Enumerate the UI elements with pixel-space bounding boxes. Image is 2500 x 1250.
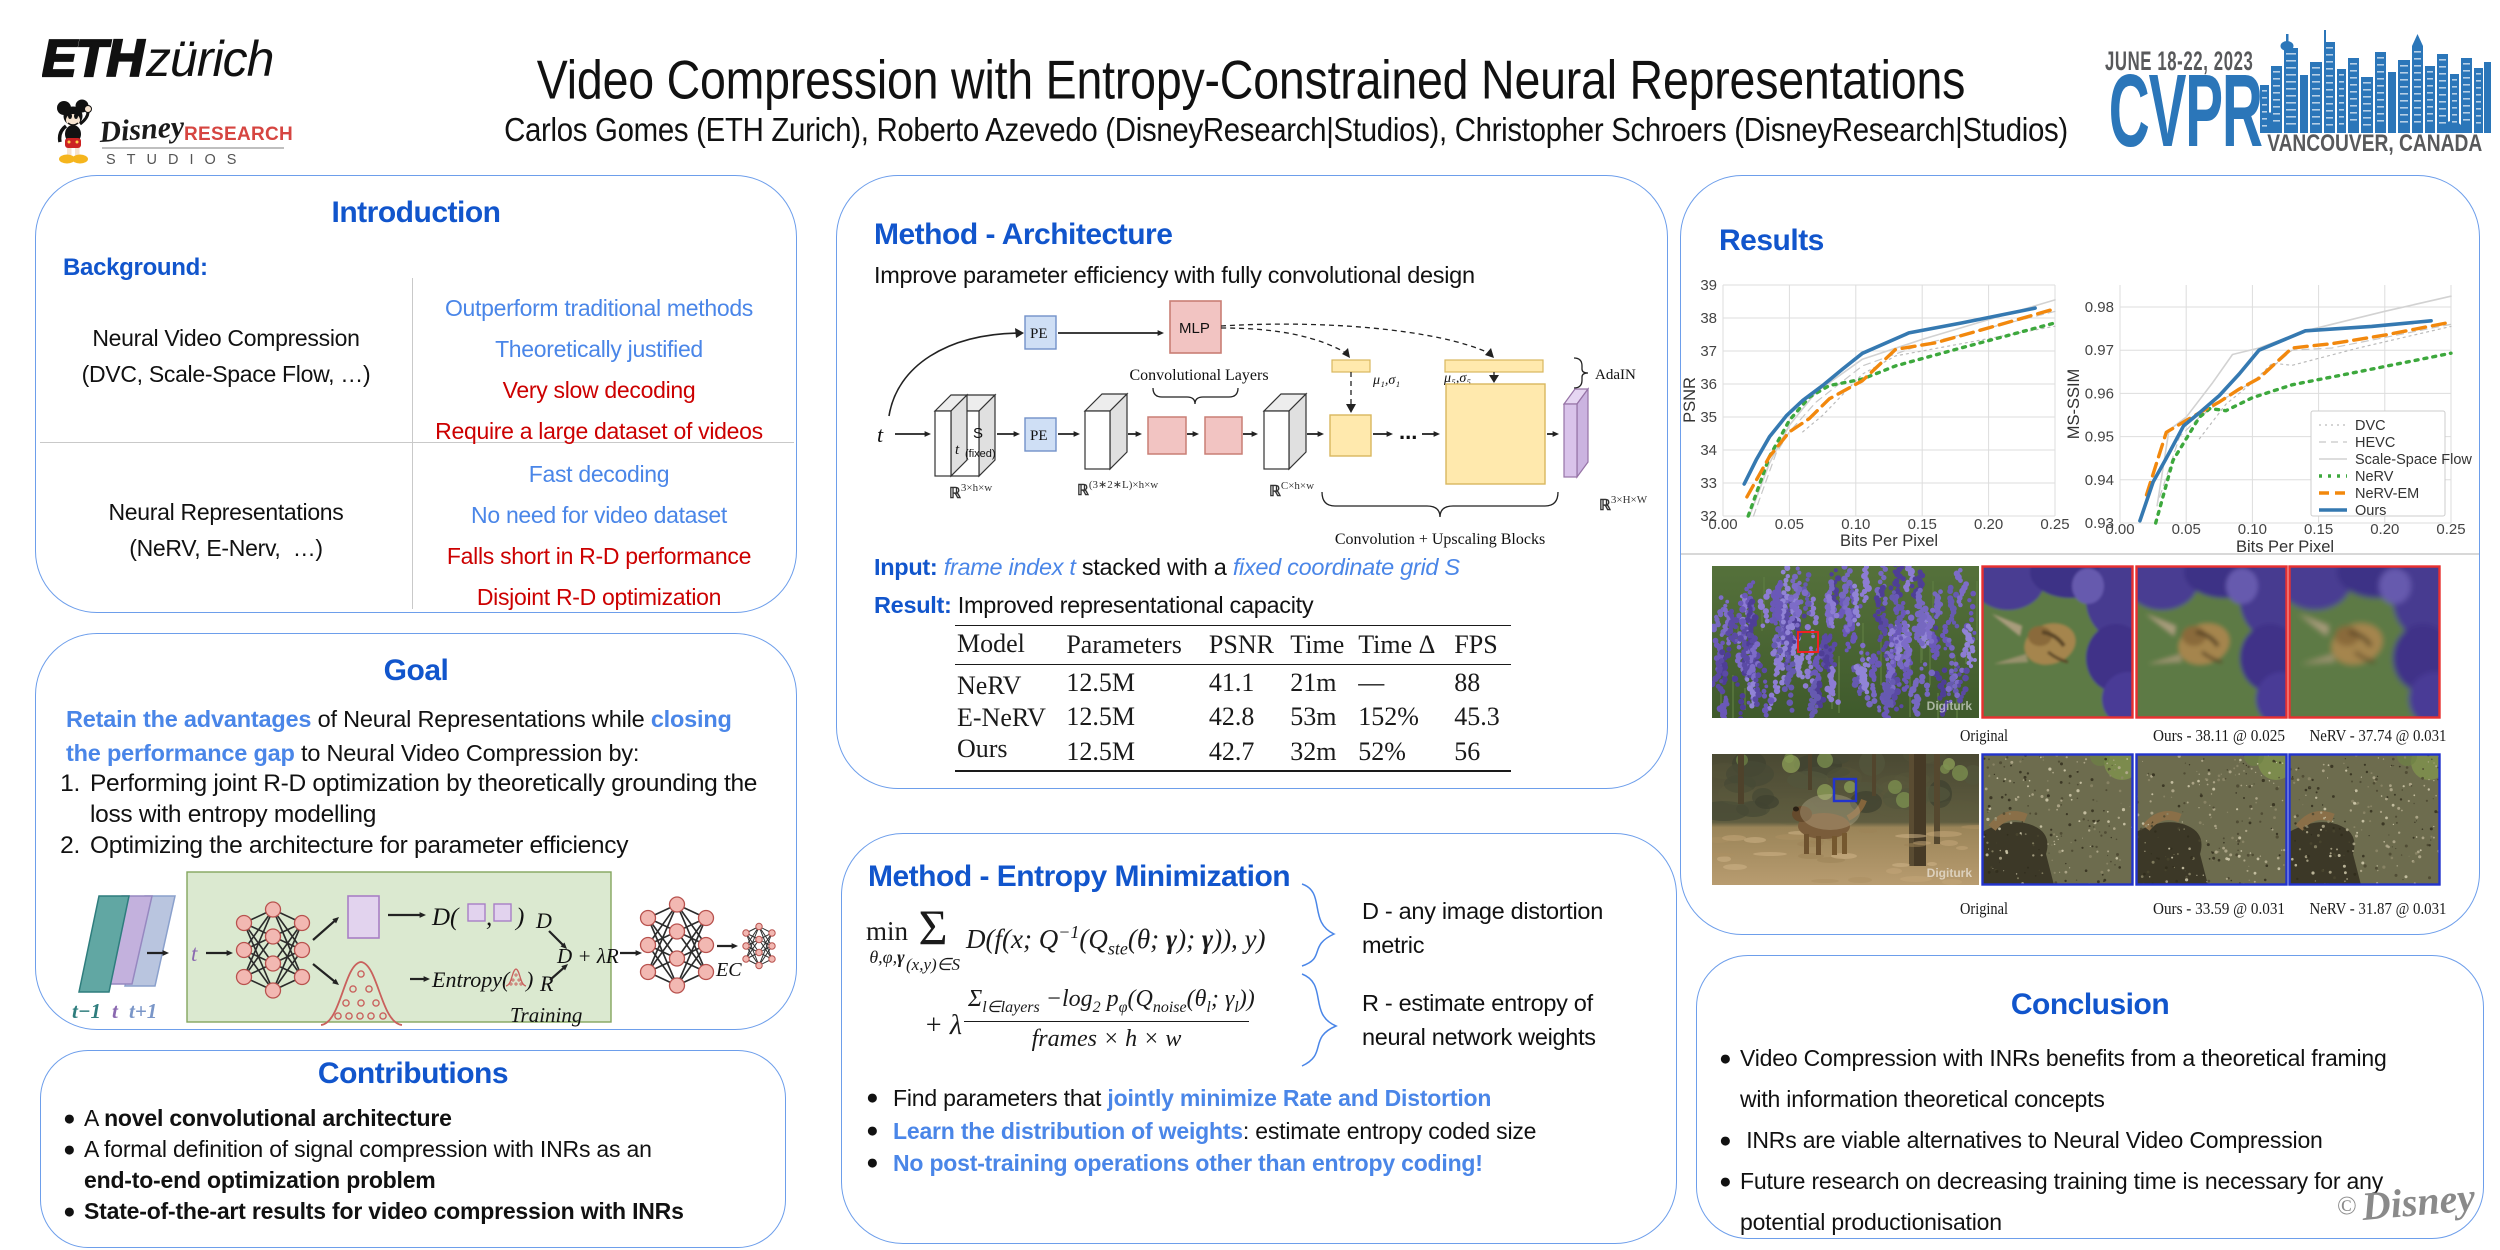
svg-text:): )	[524, 967, 533, 992]
svg-text:37: 37	[1700, 343, 1717, 360]
svg-text:JUNE 18-22, 2023: JUNE 18-22, 2023	[2105, 46, 2254, 76]
svg-text:Bits Per Pixel: Bits Per Pixel	[2236, 538, 2334, 556]
svg-text:(fixed): (fixed)	[965, 448, 996, 460]
svg-text:ℝC×h×w: ℝC×h×w	[1269, 480, 1314, 500]
svg-text:0.98: 0.98	[2085, 299, 2114, 316]
svg-text:NeRV - 37.74 @ 0.031: NeRV - 37.74 @ 0.031	[2310, 726, 2447, 745]
svg-text:Training: Training	[510, 1003, 582, 1027]
svg-text:NeRV-EM: NeRV-EM	[2355, 486, 2419, 502]
svg-text:t+1: t+1	[129, 999, 157, 1023]
svg-text:VANCOUVER, CANADA: VANCOUVER, CANADA	[2267, 129, 2482, 157]
svg-text:MLP: MLP	[1179, 320, 1210, 337]
svg-text:Convolution + Upscaling Blocks: Convolution + Upscaling Blocks	[1335, 531, 1545, 548]
svg-text:Ours - 38.11 @ 0.025: Ours - 38.11 @ 0.025	[2153, 726, 2285, 745]
svg-text:0.25: 0.25	[2040, 516, 2069, 533]
svg-text:zürich: zürich	[145, 34, 273, 84]
svg-text:t: t	[877, 422, 884, 447]
svg-text:0.25: 0.25	[2436, 521, 2465, 538]
svg-text:PE: PE	[1030, 326, 1048, 342]
svg-text:PSNR: PSNR	[1681, 377, 1699, 423]
svg-text:0.00: 0.00	[1708, 516, 1737, 533]
svg-text:Scale-Space Flow: Scale-Space Flow	[2355, 452, 2472, 468]
svg-text:ℝ3×H×W: ℝ3×H×W	[1599, 494, 1648, 514]
svg-text:HEVC: HEVC	[2355, 435, 2395, 451]
svg-text:t: t	[112, 999, 119, 1023]
svg-text:34: 34	[1700, 442, 1717, 459]
svg-text:32: 32	[1700, 508, 1717, 525]
svg-text:R: R	[539, 971, 554, 996]
svg-text:STUDIOS: STUDIOS	[106, 152, 247, 168]
svg-text:D(: D(	[431, 904, 460, 931]
svg-text:Ours - 33.59 @ 0.031: Ours - 33.59 @ 0.031	[2153, 899, 2285, 918]
svg-text:38: 38	[1700, 310, 1717, 327]
svg-text:ETH: ETH	[42, 34, 145, 84]
svg-text:Convolutional Layers: Convolutional Layers	[1129, 367, 1268, 384]
svg-text:36: 36	[1700, 376, 1717, 393]
svg-text:NeRV: NeRV	[2355, 469, 2394, 485]
svg-text:μ₅,σ₅: μ₅,σ₅	[1443, 371, 1471, 386]
svg-text:0.05: 0.05	[2172, 521, 2201, 538]
svg-text:Original: Original	[1960, 899, 2008, 918]
svg-text:EC: EC	[715, 959, 742, 981]
svg-text:t−1: t−1	[72, 999, 101, 1023]
svg-text:D: D	[535, 908, 552, 933]
svg-text:0.10: 0.10	[2238, 521, 2267, 538]
svg-text:t: t	[191, 941, 198, 966]
svg-text:): )	[514, 904, 524, 931]
svg-text:0.20: 0.20	[2370, 521, 2399, 538]
svg-text:Bits Per Pixel: Bits Per Pixel	[1840, 532, 1938, 550]
svg-text:Entropy(: Entropy(	[431, 967, 511, 992]
svg-text:Digiturk: Digiturk	[1927, 699, 1973, 713]
svg-text:CVPR: CVPR	[2109, 53, 2262, 157]
svg-text:0.96: 0.96	[2085, 385, 2114, 402]
svg-text:39: 39	[1700, 277, 1717, 294]
svg-text:S: S	[973, 425, 983, 442]
svg-text:0.15: 0.15	[1908, 516, 1937, 533]
svg-text:Disney: Disney	[2359, 1174, 2477, 1229]
svg-text:t: t	[955, 442, 960, 458]
svg-text:©: ©	[2337, 1191, 2357, 1220]
svg-text:0.10: 0.10	[1841, 516, 1870, 533]
svg-text:0.15: 0.15	[2304, 521, 2333, 538]
svg-text:0.05: 0.05	[1775, 516, 1804, 533]
svg-text:DVC: DVC	[2355, 418, 2386, 434]
svg-text:0.94: 0.94	[2085, 472, 2114, 489]
svg-text:,: ,	[486, 904, 492, 931]
svg-text:NeRV - 31.87 @ 0.031: NeRV - 31.87 @ 0.031	[2310, 899, 2447, 918]
svg-text:0.93: 0.93	[2085, 515, 2114, 532]
svg-text:ℝ3×h×w: ℝ3×h×w	[949, 482, 992, 502]
svg-text:Original: Original	[1960, 726, 2008, 745]
svg-text:AdaIN: AdaIN	[1595, 367, 1636, 383]
svg-text:35: 35	[1700, 409, 1717, 426]
svg-text:ℝ(3∗2∗L)×h×w: ℝ(3∗2∗L)×h×w	[1077, 479, 1158, 499]
svg-text:...: ...	[1399, 419, 1417, 444]
svg-text:Digiturk: Digiturk	[1927, 866, 1973, 880]
svg-text:0.20: 0.20	[1974, 516, 2003, 533]
svg-text:0.97: 0.97	[2085, 342, 2114, 359]
svg-text:RESEARCH: RESEARCH	[184, 124, 293, 145]
svg-text:33: 33	[1700, 475, 1717, 492]
svg-text:0.95: 0.95	[2085, 429, 2114, 446]
svg-text:MS-SSIM: MS-SSIM	[2065, 369, 2083, 440]
svg-text:μ₁,σ₁: μ₁,σ₁	[1372, 373, 1400, 388]
svg-text:PE: PE	[1030, 428, 1048, 444]
svg-text:Ours: Ours	[2355, 503, 2386, 519]
svg-text:Disney: Disney	[97, 110, 186, 149]
svg-text:0.00: 0.00	[2105, 521, 2134, 538]
